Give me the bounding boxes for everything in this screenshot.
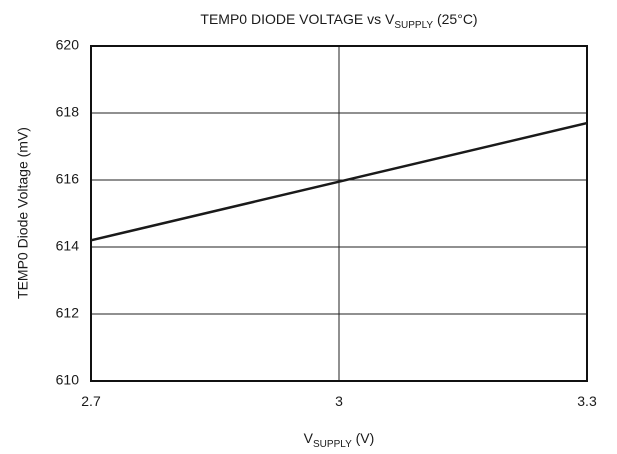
y-tick-label: 620	[56, 37, 80, 53]
y-tick-label: 610	[56, 372, 80, 388]
y-tick-label: 614	[56, 238, 80, 254]
x-tick-label: 3	[335, 393, 343, 409]
x-axis-label: VSUPPLY (V)	[304, 430, 375, 450]
data-line	[90, 121, 588, 242]
title-tail: (25°C)	[433, 11, 478, 27]
xlabel-main: V	[304, 430, 314, 446]
xlabel-subscript: SUPPLY	[313, 439, 352, 450]
title-main: TEMP0 DIODE VOLTAGE vs V	[200, 11, 395, 27]
title-subscript: SUPPLY	[394, 20, 433, 31]
y-tick-label: 612	[56, 305, 80, 321]
x-tick-label: 2.7	[81, 393, 101, 409]
plot-frame	[90, 45, 588, 382]
chart-title: TEMP0 DIODE VOLTAGE vs VSUPPLY (25°C)	[200, 11, 477, 31]
y-tick-label: 618	[56, 104, 80, 120]
xlabel-tail: (V)	[352, 430, 375, 446]
y-tick-label: 616	[56, 171, 80, 187]
x-tick-label: 3.3	[577, 393, 597, 409]
y-axis-label: TEMP0 Diode Voltage (mV)	[15, 127, 31, 299]
